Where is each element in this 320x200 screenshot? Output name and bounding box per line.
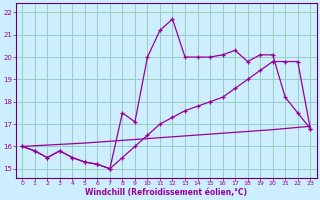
X-axis label: Windchill (Refroidissement éolien,°C): Windchill (Refroidissement éolien,°C) [85,188,247,197]
